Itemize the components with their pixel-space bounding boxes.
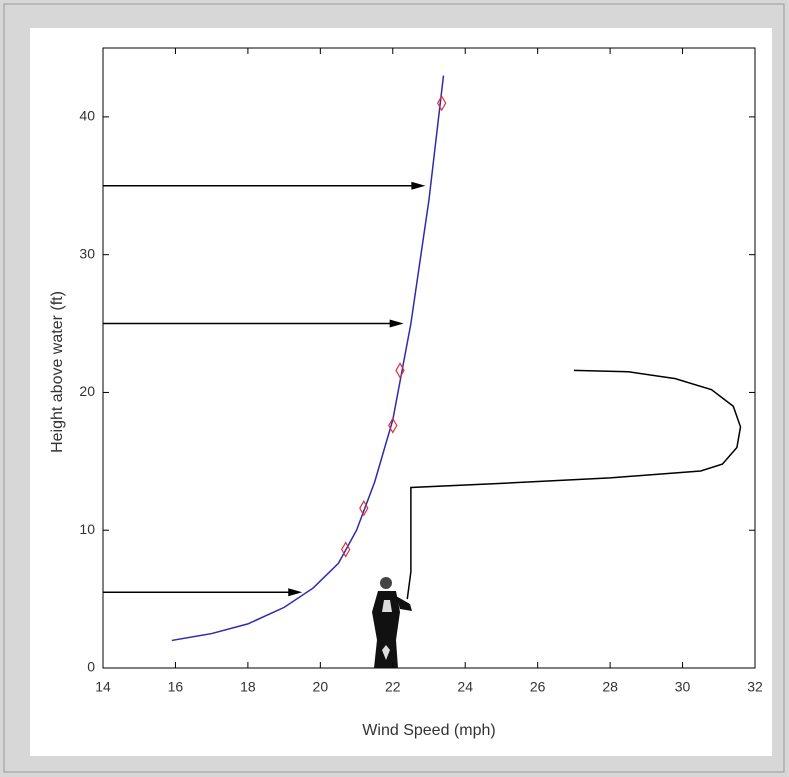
outer-frame — [3, 3, 785, 773]
observation-marker — [395, 362, 405, 379]
x-tick-label: 22 — [385, 679, 401, 695]
x-tick-label: 26 — [530, 679, 546, 695]
y-tick-label: 20 — [79, 383, 95, 399]
plot-frame — [102, 47, 756, 669]
x-tick-label: 32 — [747, 679, 763, 695]
arrow-head — [288, 588, 303, 597]
panel — [30, 28, 772, 756]
x-axis-label: Wind Speed (mph) — [362, 722, 495, 739]
observation-marker — [340, 541, 351, 558]
x-tick-label: 16 — [168, 679, 184, 695]
arrow-head — [389, 319, 404, 328]
x-tick-label: 24 — [457, 679, 473, 695]
arrow-head — [411, 181, 426, 190]
y-tick-label: 0 — [87, 659, 95, 675]
x-tick-label: 30 — [675, 679, 691, 695]
observation-marker — [388, 417, 398, 434]
observation-marker — [359, 499, 369, 517]
x-tick-label: 18 — [240, 679, 256, 695]
x-tick-label: 14 — [95, 679, 111, 695]
x-tick-label: 28 — [602, 679, 618, 695]
y-tick-label: 30 — [79, 245, 95, 261]
x-tick-label: 20 — [313, 679, 329, 695]
angler-figure — [372, 577, 412, 668]
y-axis-label: Height above water (ft) — [49, 291, 66, 453]
y-tick-label: 10 — [79, 521, 95, 537]
fishing-line — [406, 369, 742, 600]
y-tick-label: 40 — [79, 108, 95, 124]
observation-marker — [436, 94, 447, 112]
